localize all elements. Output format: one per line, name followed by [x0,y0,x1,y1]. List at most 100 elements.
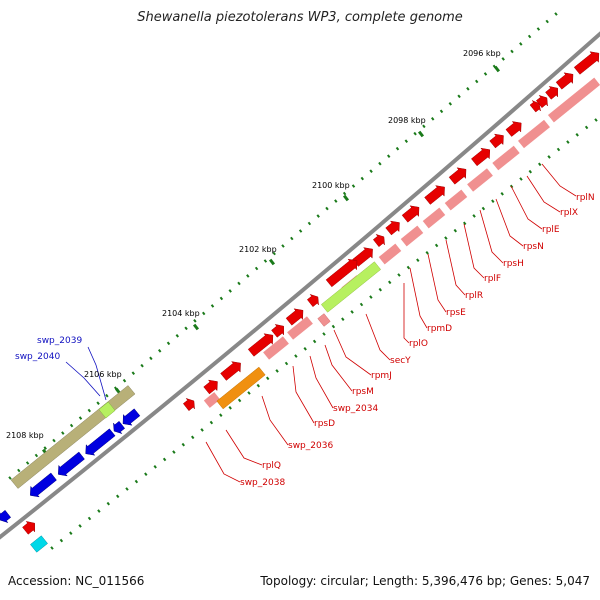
inner-tick-dot [172,450,176,454]
gene-label-rpmD[interactable]: rpmD [427,324,452,334]
ribosomal-strip-segment [443,188,469,212]
outer-tick-dot [193,319,197,323]
reverse-gene-arrow [58,451,85,477]
inner-tick-dot [491,199,495,203]
gene-label-rplQ[interactable]: rplQ [262,461,281,471]
inner-tick-dot [303,347,307,351]
inner-tick-dot [453,228,458,233]
outer-tick-dot [448,102,453,106]
gene-label-swp_2040[interactable]: swp_2040 [15,352,60,362]
gene-label-leader [225,429,263,466]
gene-label-rpsH[interactable]: rpsH [503,259,524,269]
label-leaders [65,163,577,483]
inner-tick-dot [144,472,148,476]
kbp-label: 2108 kbp [6,431,44,440]
gene-arrows [0,51,600,535]
outer-tick-dot [131,371,136,375]
gene-label-secY[interactable]: secY [390,356,411,366]
outer-tick-dot [210,304,215,308]
outer-tick-dot [78,416,83,420]
gene-label-leader [292,365,315,424]
inner-tick-dot [134,479,139,484]
inner-tick-dot [331,324,336,329]
forward-gene-arrow [471,147,491,167]
ribosomal-strip-segment [491,144,521,172]
inner-tick-dot [284,361,289,366]
inner-tick-dot [341,317,345,321]
ribosomal-strip-segment [377,242,403,266]
inner-tick-dot [416,258,420,262]
outer-tick-dot [351,184,356,188]
forward-gene-arrow [573,51,600,75]
gene-label-rplX[interactable]: rplX [560,208,578,218]
outer-tick-dot [457,94,461,99]
inner-tick-dot [359,302,364,307]
gene-label-rpsE[interactable]: rpsE [446,308,466,318]
gene-label-rpsD[interactable]: rpsD [314,419,335,429]
inner-tick-dot [406,265,411,270]
forward-gene-arrow [271,324,284,338]
cyan-feature [30,535,48,553]
kbp-label: 2096 kbp [463,49,501,58]
outer-tick-dot [334,199,338,203]
kbp-label: 2098 kbp [388,116,426,125]
outer-tick-dot [149,356,153,361]
swp_2036-highlight [216,366,266,410]
outer-tick-dot [34,453,39,458]
outer-tick-dot [281,244,285,248]
outer-tick-dot [87,408,92,413]
forward-gene-arrow [448,167,467,185]
ribosomal-strip-segment [262,335,290,361]
gene-label-leader [479,209,504,264]
gene-label-rplF[interactable]: rplF [484,274,501,284]
outer-tick-dot [342,191,347,196]
gene-label-rpsN[interactable]: rpsN [523,242,544,252]
outer-tick-dot [474,79,479,84]
gene-label-rplO[interactable]: rplO [409,339,428,349]
gene-label-leader [445,239,466,296]
outer-tick-dot [554,12,558,16]
outer-tick-dot [483,72,488,76]
forward-gene-arrow [247,333,274,357]
outer-tick-dot [175,334,180,338]
outer-tick-dot [17,468,21,473]
inner-tick-dot [387,280,392,285]
gene-label-rplR[interactable]: rplR [465,291,483,301]
outer-tick-dot [237,281,241,286]
outer-tick-dot [386,154,391,158]
swp_2039-highlight [98,401,116,419]
major-kbp-tick [192,323,200,331]
outer-tick-dot [510,49,514,54]
inner-tick-dot [219,413,223,417]
forward-gene-arrow [203,379,218,395]
outer-tick-dot [369,169,373,173]
outer-tick-dot [316,214,320,218]
forward-gene-arrow [545,86,558,100]
gene-label-rpsM[interactable]: rpsM [352,387,374,397]
gene-label-swp_2038[interactable]: swp_2038 [240,478,285,488]
gene-label-rpmJ[interactable]: rpmJ [371,371,392,381]
inner-tick-dot [78,524,82,528]
inner-tick-dot [575,133,579,137]
outer-tick-dot [325,206,329,211]
feature-strips [10,76,600,553]
outer-tick-dot [378,161,382,166]
inner-tick-dot [275,369,279,373]
gene-label-swp_2039[interactable]: swp_2039 [37,336,82,346]
gene-label-leader [463,223,485,279]
forward-gene-arrow [555,72,574,90]
inner-tick-dot [462,221,467,226]
inner-tick-dot [322,332,326,336]
gene-label-rplE[interactable]: rplE [542,225,560,235]
genome-summary-text: Topology: circular; Length: 5,396,476 bp… [260,574,590,588]
gene-label-rplN[interactable]: rplN [576,193,595,203]
gene-label-leader [427,253,447,313]
reverse-gene-arrow [85,428,116,456]
major-kbp-tick [417,130,425,138]
forward-gene-arrow [352,247,373,267]
gene-label-swp_2034[interactable]: swp_2034 [333,404,378,414]
inner-tick-dot [97,509,101,513]
outer-tick-dot [8,476,12,480]
gene-label-swp_2036[interactable]: swp_2036 [288,441,333,451]
